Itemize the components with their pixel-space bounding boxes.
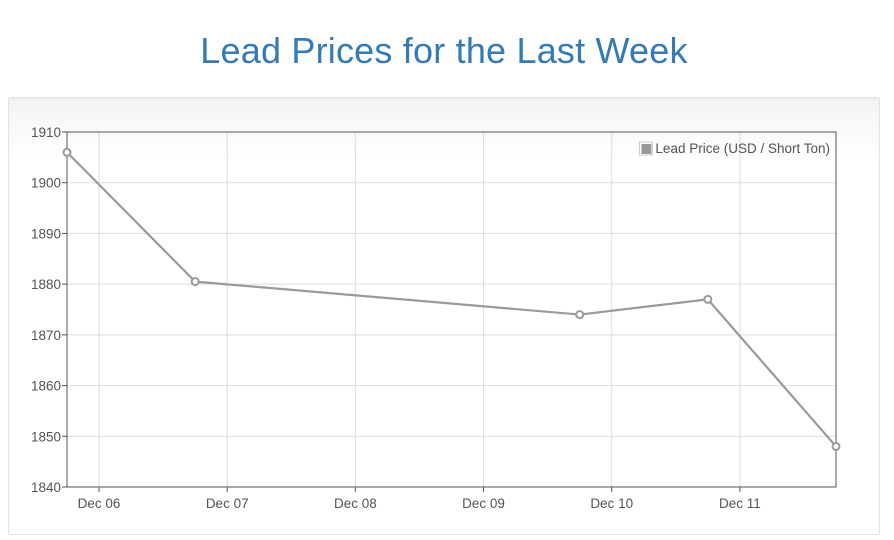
y-tick-label: 1880 [31, 277, 61, 292]
x-axis: Dec 06 Dec 07 Dec 08 Dec 09 Dec 10 Dec 11 [78, 487, 761, 511]
legend: Lead Price (USD / Short Ton) [638, 141, 830, 156]
x-tick-label: Dec 06 [78, 496, 121, 511]
y-tick-label: 1860 [31, 379, 61, 394]
chart-panel [8, 97, 880, 535]
chart-grid [67, 132, 836, 487]
legend-label: Lead Price (USD / Short Ton) [655, 141, 830, 156]
data-point[interactable] [831, 441, 841, 451]
x-tick-label: Dec 08 [334, 496, 377, 511]
legend-swatch-border [638, 141, 653, 156]
series-layer [62, 147, 841, 451]
series-line [66, 151, 837, 448]
x-tick-label: Dec 09 [462, 496, 505, 511]
data-point[interactable] [703, 294, 713, 304]
y-tick-label: 1910 [31, 125, 61, 140]
y-axis: 1840 1850 1860 1870 1880 1890 1900 1910 [31, 125, 67, 495]
data-point[interactable] [575, 310, 585, 320]
data-point[interactable] [62, 147, 72, 157]
y-tick-label: 1840 [31, 480, 61, 495]
y-tick-label: 1870 [31, 328, 61, 343]
x-tick-label: Dec 10 [590, 496, 633, 511]
x-tick-label: Dec 07 [206, 496, 249, 511]
page-title: Lead Prices for the Last Week [200, 30, 688, 71]
plot-area-frame [66, 131, 837, 488]
data-point[interactable] [190, 277, 200, 287]
legend-swatch [641, 144, 652, 154]
x-tick-label: Dec 11 [719, 496, 761, 511]
y-tick-label: 1900 [31, 176, 61, 191]
y-tick-label: 1850 [31, 429, 61, 444]
y-tick-label: 1890 [31, 226, 61, 241]
